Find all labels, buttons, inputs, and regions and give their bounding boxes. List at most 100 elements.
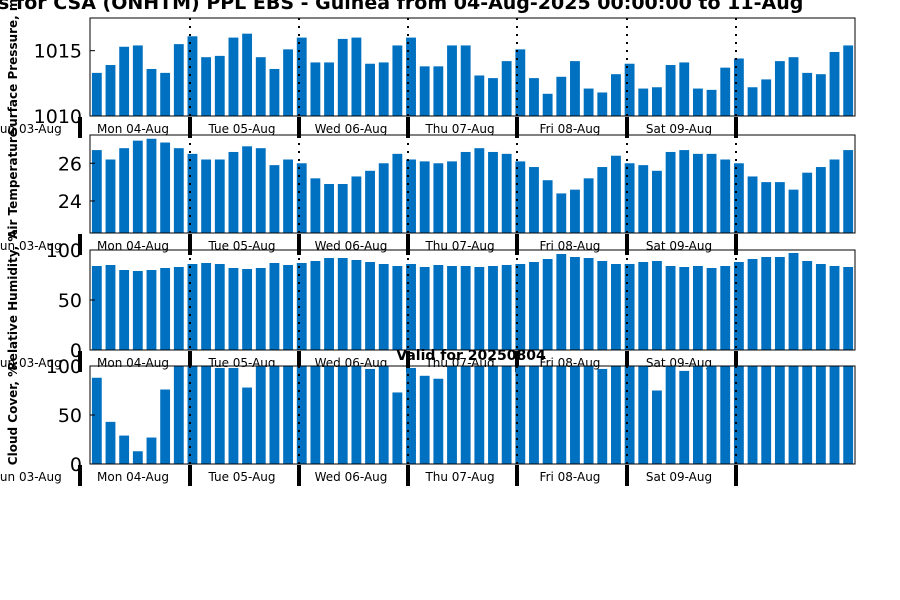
bar [296,366,307,464]
bar [105,265,116,350]
bar [802,72,813,116]
bar [269,366,280,464]
bar [488,266,498,350]
bar [665,151,676,233]
bar [474,366,485,464]
bar [788,253,799,350]
bar [802,172,813,233]
bar [570,189,580,233]
bar-series [91,138,854,233]
bar [392,266,403,350]
bar [91,72,102,116]
bar [583,178,594,233]
y-tick-label: 100 [46,356,82,378]
bar [638,262,649,350]
bar [692,266,703,350]
bar [283,366,293,464]
bar [337,366,348,464]
bar [214,264,225,350]
bar [105,159,116,233]
bar [747,87,758,116]
bar [269,263,280,350]
bar [132,45,143,116]
bar [515,161,526,233]
bar [706,366,717,464]
bar [679,370,690,464]
bar [351,260,362,350]
bar [692,366,703,464]
bar [556,193,567,233]
bar [296,263,307,350]
bar [611,74,621,116]
bar [788,189,799,233]
bar [624,264,635,350]
panel-frame [89,17,856,117]
bar [187,366,198,464]
x-tick-label: Mon 04-Aug [97,356,169,370]
bar [611,264,621,350]
bar [583,88,594,116]
bar [815,74,826,116]
x-tick-label: Sun 03-Aug [0,239,62,253]
chart-title: s for CSA (ONHTM) PPL EBS - Guinea from … [0,0,803,14]
bar [378,62,389,116]
bar [146,138,157,233]
bar [597,368,608,464]
y-tick-label: 1015 [34,41,82,63]
y-tick-label: 24 [58,191,82,213]
bar [665,366,676,464]
bar [105,421,116,464]
bar [324,258,334,350]
bar [570,61,580,116]
bar [201,263,212,350]
bar [501,61,512,116]
y-tick-label: 50 [58,290,82,312]
x-tick-label: Sat 09-Aug [646,239,712,253]
bar [720,67,731,116]
bar [747,259,758,350]
bar [160,389,171,464]
bar [392,45,403,116]
bar [378,163,389,233]
y-axis-label: Cloud Cover, % [6,365,20,465]
bar [119,148,130,233]
bar [406,159,416,233]
bar [269,165,280,233]
bar [214,159,225,233]
bar [242,33,253,116]
bar [665,65,676,116]
bar [501,153,512,233]
bar [652,261,662,350]
bar [638,165,649,233]
bar [419,66,430,116]
y-axis-label: Air Temperature [6,129,20,239]
bar [242,146,253,233]
bar [843,366,854,464]
bar [788,57,799,116]
x-tick-label: Sun 03-Aug [0,356,62,370]
bar [733,366,744,464]
bar [296,37,307,116]
x-tick-label: Thu 07-Aug [424,122,494,136]
y-tick-label: 50 [58,405,82,427]
bar [119,46,130,116]
bar [447,366,457,464]
bar [283,159,293,233]
bar [283,49,293,116]
bar [187,36,198,116]
bar [542,366,553,464]
x-tick-label: Fri 08-Aug [540,239,601,253]
bar [815,167,826,233]
bar [228,367,239,464]
bar [201,57,212,116]
bar [160,72,171,116]
bar [228,37,239,116]
bar [255,268,266,350]
x-tick-label: Fri 08-Aug [540,470,601,484]
bar [501,366,512,464]
y-axis-label: Surface Pressure, m [6,0,20,135]
bar [337,258,348,350]
